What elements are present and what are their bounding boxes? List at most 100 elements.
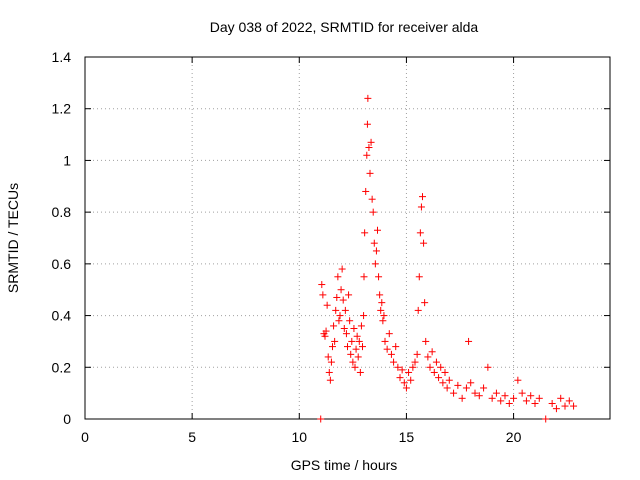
data-point bbox=[380, 312, 388, 320]
data-point bbox=[342, 330, 350, 338]
data-point bbox=[353, 332, 361, 340]
data-point bbox=[383, 345, 391, 353]
data-point bbox=[317, 415, 325, 423]
data-point bbox=[394, 363, 402, 371]
data-point bbox=[417, 203, 425, 211]
y-tick-label: 0 bbox=[63, 411, 71, 427]
data-point bbox=[390, 358, 398, 366]
data-point bbox=[557, 394, 565, 402]
y-tick-label: 1.2 bbox=[52, 101, 72, 117]
x-tick-label: 0 bbox=[81, 429, 89, 445]
data-point bbox=[480, 384, 488, 392]
data-point bbox=[435, 374, 443, 382]
data-point bbox=[424, 353, 432, 361]
data-point bbox=[340, 325, 348, 332]
data-point bbox=[522, 397, 530, 405]
data-point bbox=[409, 363, 417, 371]
data-point bbox=[462, 384, 470, 392]
data-point bbox=[413, 350, 421, 358]
y-tick-label: 0.8 bbox=[52, 204, 72, 220]
data-point bbox=[363, 151, 371, 159]
data-point bbox=[471, 389, 479, 397]
data-point bbox=[326, 376, 334, 384]
data-point bbox=[359, 343, 366, 351]
data-point bbox=[531, 399, 539, 407]
data-point bbox=[385, 330, 393, 338]
y-tick-label: 1.4 bbox=[52, 49, 72, 65]
data-point bbox=[324, 353, 332, 361]
data-point bbox=[415, 273, 423, 281]
x-axis-label: GPS time / hours bbox=[291, 457, 398, 473]
data-point bbox=[331, 337, 339, 345]
chart-title: Day 038 of 2022, SRMTID for receiver ald… bbox=[210, 19, 479, 35]
data-point bbox=[322, 327, 330, 335]
data-point bbox=[441, 368, 449, 376]
data-point bbox=[428, 348, 436, 356]
x-tick-label: 20 bbox=[506, 429, 522, 445]
data-point bbox=[339, 296, 347, 304]
data-point bbox=[379, 317, 387, 325]
data-point bbox=[367, 138, 375, 146]
data-point bbox=[378, 299, 386, 307]
data-point bbox=[426, 363, 434, 371]
data-point bbox=[355, 337, 363, 345]
data-point bbox=[372, 247, 380, 255]
data-point bbox=[334, 273, 342, 281]
data-point bbox=[542, 415, 550, 423]
data-point bbox=[365, 144, 373, 151]
y-tick-label: 0.4 bbox=[52, 308, 72, 324]
ticks bbox=[84, 56, 610, 420]
data-point bbox=[366, 169, 374, 177]
data-point bbox=[361, 229, 369, 237]
data-point bbox=[420, 239, 428, 247]
data-point bbox=[329, 343, 336, 351]
data-point bbox=[414, 306, 422, 314]
y-tick-labels: 0 0.2 0.4 0.6 0.8 1 1.2 1.4 bbox=[52, 49, 72, 427]
data-points bbox=[317, 94, 578, 423]
data-point bbox=[552, 405, 560, 413]
data-point bbox=[400, 379, 408, 387]
data-point bbox=[348, 337, 356, 345]
data-point bbox=[337, 286, 345, 294]
data-point bbox=[362, 187, 370, 195]
data-point bbox=[377, 306, 385, 314]
data-point bbox=[341, 306, 349, 314]
data-point bbox=[381, 337, 389, 345]
data-point bbox=[419, 193, 426, 201]
data-point bbox=[467, 379, 475, 387]
data-point bbox=[432, 358, 440, 366]
data-point bbox=[484, 363, 492, 371]
data-point bbox=[475, 392, 483, 400]
data-point bbox=[561, 402, 569, 410]
data-point bbox=[375, 273, 383, 281]
data-point bbox=[445, 376, 453, 384]
data-point bbox=[398, 366, 406, 374]
data-point bbox=[518, 389, 526, 397]
data-point bbox=[501, 392, 509, 400]
data-point bbox=[492, 389, 500, 397]
data-point bbox=[351, 363, 359, 371]
data-point bbox=[327, 358, 335, 366]
y-tick-label: 0.2 bbox=[52, 359, 72, 375]
data-point bbox=[405, 368, 413, 376]
y-axis-label: SRMTID / TECUs bbox=[5, 183, 21, 293]
data-point bbox=[346, 317, 354, 325]
data-point bbox=[360, 312, 368, 320]
data-point bbox=[392, 343, 400, 351]
data-point bbox=[570, 402, 578, 410]
data-point bbox=[370, 239, 378, 247]
data-point bbox=[374, 226, 381, 234]
data-point bbox=[319, 291, 327, 299]
data-point bbox=[387, 350, 395, 358]
data-point bbox=[364, 94, 372, 102]
y-tick-label: 0.6 bbox=[52, 256, 72, 272]
data-point bbox=[368, 195, 376, 203]
data-point bbox=[356, 368, 364, 376]
data-point bbox=[345, 291, 353, 299]
data-point bbox=[443, 384, 451, 392]
plot-frame bbox=[84, 56, 611, 420]
data-point bbox=[421, 299, 429, 307]
data-point bbox=[514, 376, 522, 384]
data-point bbox=[510, 394, 518, 402]
